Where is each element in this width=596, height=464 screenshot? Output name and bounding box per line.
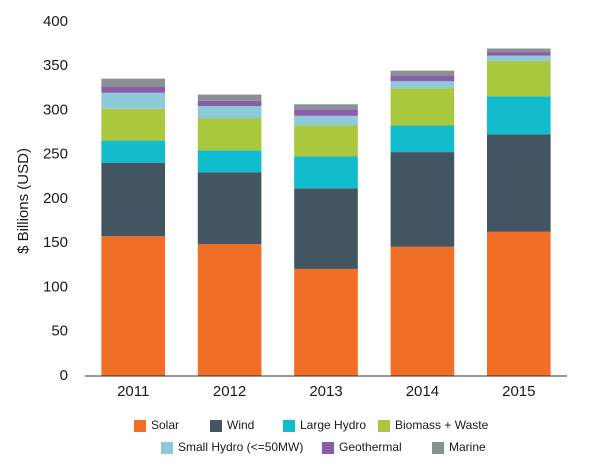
- bar-segment-large-hydro-2012: [197, 150, 262, 173]
- bar-segment-large-hydro-2013: [294, 156, 358, 189]
- y-axis-ticks: 0 50 100 150 200 250 300 350 400: [43, 13, 68, 384]
- bar-segment-solar-2015: [486, 231, 551, 376]
- legend-label: Geothermal: [339, 440, 402, 454]
- bars-group: [101, 48, 551, 376]
- legend-swatch: [432, 442, 444, 454]
- bar-segment-large-hydro-2015: [486, 96, 551, 135]
- bar-segment-wind-2013: [294, 188, 358, 269]
- y-tick-label: 300: [43, 101, 68, 118]
- y-tick-label: 50: [51, 323, 68, 340]
- legend-label: Small Hydro (<=50MW): [178, 440, 303, 454]
- bar-segment-biomass-waste-2013: [294, 125, 358, 157]
- bar-segment-wind-2011: [101, 162, 166, 237]
- bar-segment-marine-2012: [197, 94, 262, 101]
- y-tick-label: 400: [43, 13, 68, 30]
- x-tick-label: 2011: [117, 383, 149, 400]
- bar-segment-small-hydro-50mw-2012: [197, 106, 262, 119]
- legend-label: Large Hydro: [300, 418, 366, 432]
- bar-segment-solar-2014: [390, 246, 455, 376]
- bar-segment-solar-2011: [101, 236, 166, 376]
- legend-label: Biomass + Waste: [395, 418, 489, 432]
- legend-swatch: [161, 442, 173, 454]
- legend-swatch: [210, 420, 222, 432]
- bar-segment-marine-2011: [101, 78, 166, 87]
- bar-segment-geothermal-2012: [197, 100, 262, 107]
- legend-swatch: [283, 420, 295, 432]
- x-tick-label: 2013: [309, 383, 342, 400]
- x-axis-ticks: 2011 2012 2013 2014 2015: [117, 383, 535, 400]
- bar-segment-biomass-waste-2015: [486, 60, 551, 97]
- bar-segment-wind-2015: [486, 134, 551, 232]
- bar-segment-large-hydro-2014: [390, 125, 455, 153]
- x-tick-label: 2015: [502, 383, 535, 400]
- y-tick-label: 350: [43, 57, 68, 74]
- y-tick-label: 250: [43, 146, 68, 163]
- bar-segment-small-hydro-50mw-2013: [294, 115, 358, 126]
- y-axis-label: $ Billions (USD): [15, 148, 32, 254]
- bar-segment-wind-2012: [197, 172, 262, 245]
- bar-segment-marine-2015: [486, 48, 551, 53]
- bar-segment-solar-2012: [197, 244, 262, 376]
- y-tick-label: 150: [43, 234, 68, 251]
- legend-swatch: [322, 442, 334, 454]
- legend-label: Solar: [151, 418, 179, 432]
- bar-segment-marine-2014: [390, 70, 455, 76]
- bar-segment-geothermal-2015: [486, 52, 551, 56]
- legend-swatch: [134, 420, 146, 432]
- legend-label: Marine: [449, 440, 486, 454]
- bar-segment-small-hydro-50mw-2015: [486, 55, 551, 61]
- bar-segment-large-hydro-2011: [101, 140, 166, 163]
- y-tick-label: 100: [43, 278, 68, 295]
- bar-segment-small-hydro-50mw-2011: [101, 92, 166, 109]
- legend-swatch: [378, 420, 390, 432]
- legend-label: Wind: [227, 418, 254, 432]
- bar-segment-biomass-waste-2011: [101, 108, 166, 141]
- bar-segment-solar-2013: [294, 268, 358, 376]
- bar-segment-geothermal-2011: [101, 86, 166, 93]
- bar-segment-biomass-waste-2014: [390, 88, 455, 126]
- bar-segment-geothermal-2014: [390, 75, 455, 82]
- bar-segment-small-hydro-50mw-2014: [390, 81, 455, 89]
- bar-segment-biomass-waste-2012: [197, 118, 262, 151]
- bar-segment-geothermal-2013: [294, 109, 358, 116]
- x-tick-label: 2014: [406, 383, 439, 400]
- legend: Solar Wind Large Hydro Biomass + Waste Small…: [134, 418, 489, 454]
- bar-segment-marine-2013: [294, 104, 358, 110]
- y-tick-label: 0: [60, 367, 68, 384]
- y-tick-label: 200: [43, 190, 68, 207]
- bar-segment-wind-2014: [390, 152, 455, 247]
- x-tick-label: 2012: [213, 383, 246, 400]
